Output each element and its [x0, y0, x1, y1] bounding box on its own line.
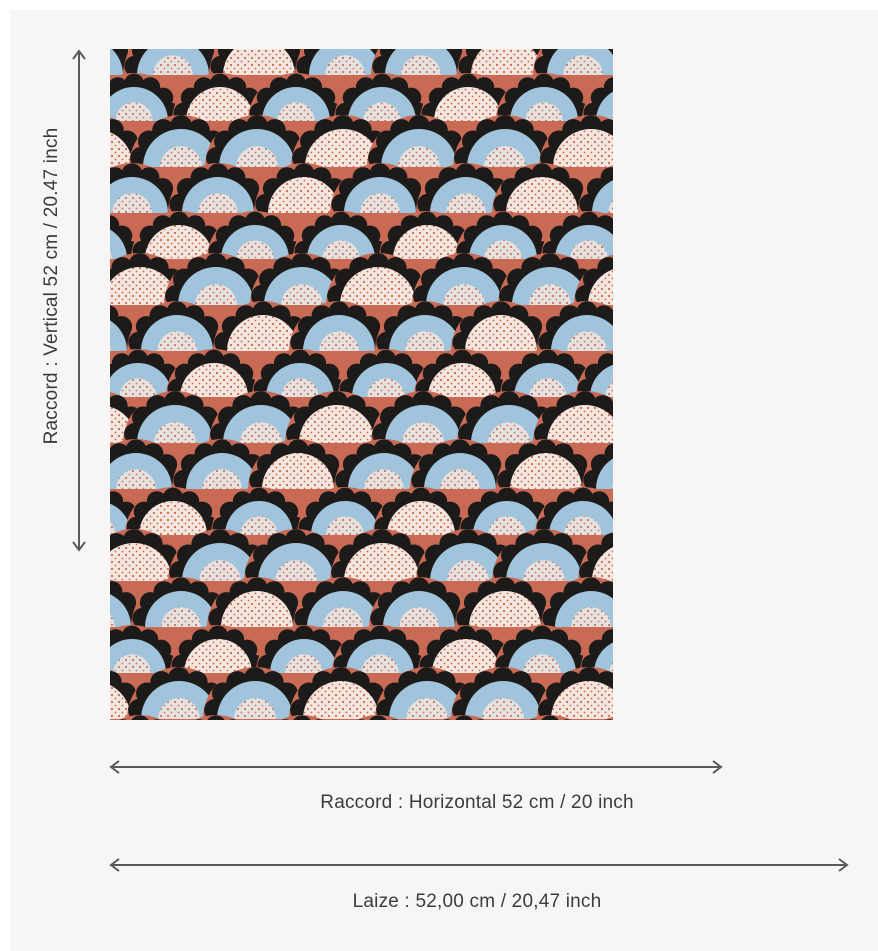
horizontal-repeat-label: Raccord : Horizontal 52 cm / 20 inch	[320, 792, 634, 813]
vertical-dimension-arrow	[72, 49, 86, 552]
width-dimension-arrow	[109, 858, 849, 872]
horizontal-repeat-arrow	[109, 760, 723, 774]
vertical-repeat-label: Raccord : Vertical 52 cm / 20.47 inch	[41, 127, 62, 445]
width-label: Laize : 52,00 cm / 20,47 inch	[352, 891, 602, 912]
wallpaper-pattern-image	[110, 49, 613, 720]
